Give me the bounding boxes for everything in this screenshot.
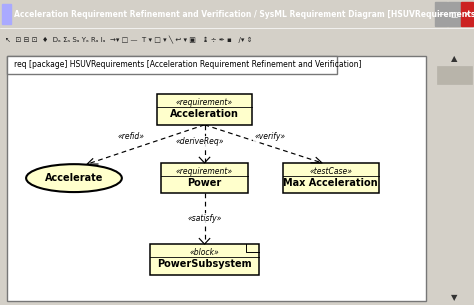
FancyBboxPatch shape (7, 56, 337, 74)
Text: ✕: ✕ (463, 9, 470, 19)
Text: «requirement»: «requirement» (176, 167, 233, 176)
Bar (448, 2, 460, 26)
Text: «deriveReq»: «deriveReq» (176, 137, 224, 146)
Ellipse shape (26, 164, 122, 192)
Text: Power: Power (187, 178, 222, 188)
FancyBboxPatch shape (150, 244, 259, 274)
Text: ▲: ▲ (451, 54, 458, 63)
FancyBboxPatch shape (161, 163, 248, 193)
Text: req [package] HSUVRequirements [Acceleration Requirement Refinement and Verifica: req [package] HSUVRequirements [Accelera… (14, 60, 361, 70)
FancyBboxPatch shape (156, 94, 252, 125)
Text: ▼: ▼ (451, 293, 458, 302)
Text: «requirement»: «requirement» (176, 99, 233, 107)
Text: □: □ (450, 9, 457, 19)
Text: ↖  ⊡ ⊟ ⊡  ♦  Dₐ Σₐ Sₐ Yₐ Rₐ Iₐ  →▾ □ —  T ▾ □ ▾ ╲ ↩ ▾ ▣   ↨ ÷ ✒ ▪   /▾ ⇕: ↖ ⊡ ⊟ ⊡ ♦ Dₐ Σₐ Sₐ Yₐ Rₐ Iₐ →▾ □ — T ▾ □… (5, 36, 252, 44)
Bar (437, 52, 472, 65)
Text: Acceleration: Acceleration (170, 109, 239, 119)
Bar (437, 291, 472, 304)
Text: «verify»: «verify» (254, 132, 285, 141)
Text: ─: ─ (438, 9, 443, 19)
Bar (435, 2, 447, 26)
Text: «satisfy»: «satisfy» (187, 214, 222, 223)
Text: «refid»: «refid» (117, 132, 144, 141)
Bar (437, 66, 472, 84)
Text: Accelerate: Accelerate (45, 173, 103, 183)
Bar (2, 4, 11, 24)
Text: Acceleration Requirement Refinement and Verification / SysML Requirement Diagram: Acceleration Requirement Refinement and … (14, 9, 474, 19)
Text: «testCase»: «testCase» (309, 167, 352, 176)
Text: «block»: «block» (190, 248, 219, 257)
FancyBboxPatch shape (283, 163, 379, 193)
Text: Max Acceleration: Max Acceleration (283, 178, 378, 188)
FancyBboxPatch shape (7, 56, 427, 301)
Bar (461, 2, 473, 26)
Text: PowerSubsystem: PowerSubsystem (157, 259, 252, 269)
